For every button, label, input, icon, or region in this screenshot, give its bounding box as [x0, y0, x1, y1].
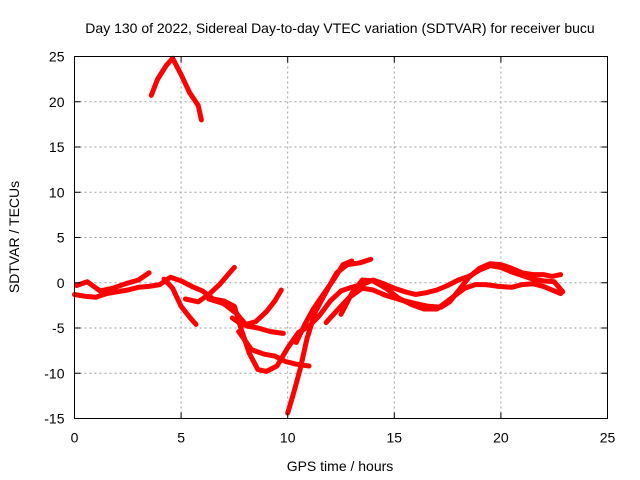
x-tick-label: 15: [387, 430, 403, 446]
y-tick-label: -15: [44, 411, 64, 427]
series-line-track-11: [323, 261, 564, 326]
x-tick-label: 5: [177, 430, 185, 446]
series-line-track-10: [293, 258, 355, 345]
y-tick-label: 20: [49, 94, 65, 110]
series-line-track-8: [236, 329, 312, 369]
chart-title: Day 130 of 2022, Sidereal Day-to-day VTE…: [85, 20, 594, 36]
series-line-track-1: [72, 263, 566, 374]
x-tick-label: 10: [280, 430, 296, 446]
y-tick-label: 5: [57, 230, 65, 246]
x-tick-label: 25: [600, 430, 616, 446]
series-line-track-5: [182, 264, 237, 305]
y-tick-label: 0: [57, 275, 65, 291]
ticks: 0 5 10 15 20 25 -15 -10 -5 0 5 10 15 20 25: [44, 49, 615, 446]
series-line-track-3: [148, 55, 204, 123]
y-tick-label: 15: [49, 139, 65, 155]
x-tick-label: 0: [71, 430, 79, 446]
y-tick-label: -10: [44, 365, 64, 381]
y-tick-label: -5: [52, 320, 65, 336]
series-layer: [72, 55, 566, 416]
grid: [74, 56, 608, 419]
series-line-track-7: [229, 287, 284, 328]
y-axis-label: SDTVAR / TECUs: [6, 181, 22, 293]
series-line-track-12: [338, 277, 564, 317]
y-tick-label: 25: [49, 49, 65, 65]
x-tick-label: 20: [493, 430, 509, 446]
x-axis-label: GPS time / hours: [287, 458, 394, 474]
series-line-track-2: [74, 270, 152, 294]
series-line-track-4: [161, 276, 199, 327]
y-tick-label: 10: [49, 184, 65, 200]
